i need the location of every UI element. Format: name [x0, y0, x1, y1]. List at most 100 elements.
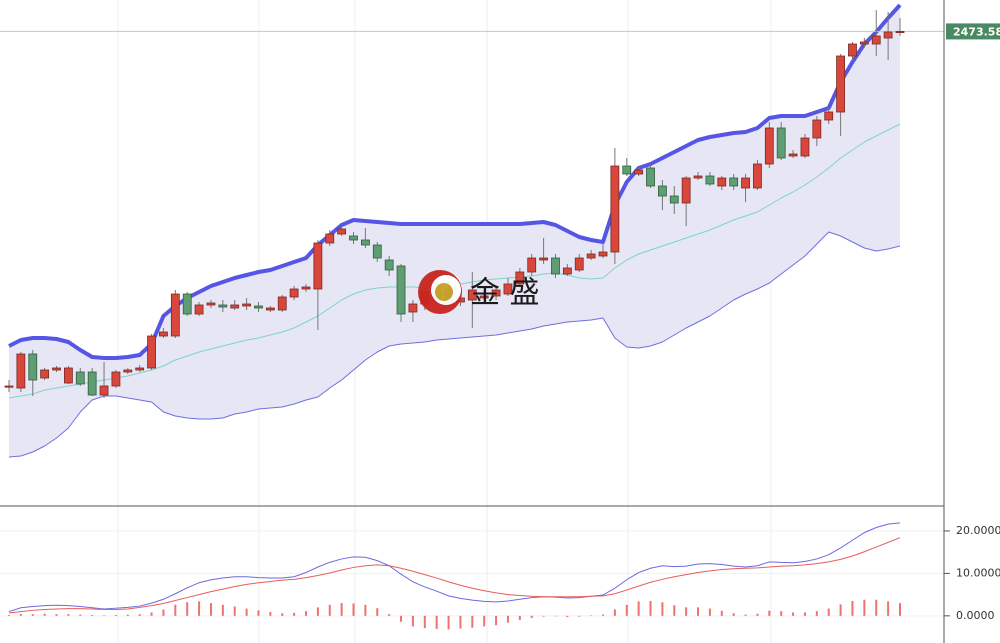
- candle-body: [503, 283, 513, 295]
- candle-body: [562, 267, 572, 275]
- histogram-bar: [756, 613, 759, 616]
- candle-body: [301, 286, 311, 290]
- histogram-bar: [19, 614, 22, 616]
- histogram-bar: [400, 615, 403, 622]
- histogram-bar: [495, 615, 498, 626]
- histogram-bar: [352, 603, 355, 616]
- candle-body: [669, 195, 679, 204]
- macd-line: [8, 537, 901, 614]
- candle-body: [658, 185, 667, 197]
- watermark: 金 盛: [418, 270, 540, 314]
- histogram-bar: [8, 614, 10, 616]
- candle-body: [812, 119, 822, 139]
- histogram-bar: [887, 601, 890, 616]
- candle-body: [871, 35, 881, 45]
- candle-body: [586, 253, 596, 259]
- histogram-bar: [625, 604, 628, 616]
- histogram-bar: [649, 600, 652, 616]
- histogram-bar: [162, 609, 165, 616]
- candle-body: [848, 43, 857, 57]
- candle-body: [610, 165, 620, 253]
- candle-body: [218, 304, 228, 308]
- candle-body: [123, 369, 133, 373]
- y-tick-label: 20.0000: [956, 524, 1000, 537]
- band-line: [8, 3, 902, 360]
- candle-body: [206, 302, 216, 306]
- histogram-bar: [578, 615, 581, 617]
- histogram-bar: [827, 608, 830, 616]
- histogram-bar: [566, 615, 569, 618]
- watermark-text: 金 盛: [470, 276, 540, 311]
- histogram-bar: [744, 614, 747, 616]
- candle-body: [289, 288, 299, 298]
- histogram-bar: [780, 611, 783, 616]
- candle-body: [681, 177, 691, 204]
- candle-body: [753, 163, 762, 189]
- histogram-bar: [459, 615, 462, 629]
- histogram-bar: [91, 614, 94, 616]
- histogram-bar: [103, 615, 106, 616]
- last-price-label: 2473.580: [953, 25, 1000, 38]
- histogram-bar: [388, 614, 391, 616]
- histogram-bar: [316, 607, 319, 616]
- histogram-bar: [55, 614, 58, 616]
- histogram-bar: [447, 615, 450, 630]
- candle-body: [764, 127, 774, 165]
- histogram-bar: [174, 604, 177, 616]
- histogram-bar: [67, 614, 70, 616]
- candle-body: [52, 367, 61, 371]
- histogram-bar: [364, 604, 367, 616]
- logo: [435, 283, 453, 301]
- candle-body: [788, 153, 798, 157]
- candle-body: [717, 177, 727, 187]
- candle-body: [895, 31, 905, 34]
- histogram-bar: [732, 613, 735, 616]
- histogram-bar: [602, 614, 604, 616]
- candle-body: [693, 175, 703, 179]
- candle-body: [194, 304, 204, 315]
- histogram-bar: [209, 603, 212, 616]
- candle-body: [99, 385, 109, 396]
- histogram-bar: [720, 610, 723, 616]
- candle-body: [824, 111, 834, 121]
- histogram-bar: [221, 604, 224, 616]
- candle-body: [325, 233, 335, 244]
- histogram-bar: [269, 612, 272, 616]
- candle-body: [135, 367, 145, 371]
- histogram-bar: [661, 602, 664, 616]
- candle-body: [384, 259, 394, 271]
- histogram-bar: [697, 607, 700, 616]
- histogram-bar: [518, 615, 521, 621]
- candle-body: [230, 304, 240, 309]
- macd-line: [8, 522, 901, 613]
- histogram-bar: [328, 604, 331, 616]
- y-tick-label: 10.0000: [956, 566, 1000, 579]
- candle-body: [836, 55, 845, 113]
- histogram-bar: [79, 614, 82, 616]
- candle-body: [40, 369, 50, 379]
- histogram-bar: [803, 612, 806, 616]
- candle-body: [479, 295, 489, 299]
- histogram-bar: [530, 615, 533, 618]
- candle-body: [254, 305, 263, 309]
- candle-body: [883, 31, 893, 39]
- histogram-bar: [245, 608, 248, 616]
- histogram-bar: [198, 601, 201, 616]
- histogram-bar: [863, 599, 866, 616]
- histogram-bar: [471, 615, 474, 628]
- histogram-bar: [31, 614, 34, 616]
- candle-body: [313, 242, 323, 290]
- histogram-bar: [899, 603, 901, 616]
- candle-body: [491, 289, 501, 297]
- candle-body: [28, 353, 38, 381]
- candle-body: [349, 235, 358, 241]
- histogram-bar: [423, 615, 426, 629]
- histogram-bar: [233, 606, 236, 616]
- histogram-bar: [815, 611, 818, 616]
- candle-body: [741, 177, 750, 189]
- histogram-bar: [851, 600, 854, 616]
- candle-body: [242, 303, 252, 307]
- candle-body: [705, 175, 715, 185]
- candle-body: [16, 353, 26, 389]
- histogram-bar: [305, 611, 307, 616]
